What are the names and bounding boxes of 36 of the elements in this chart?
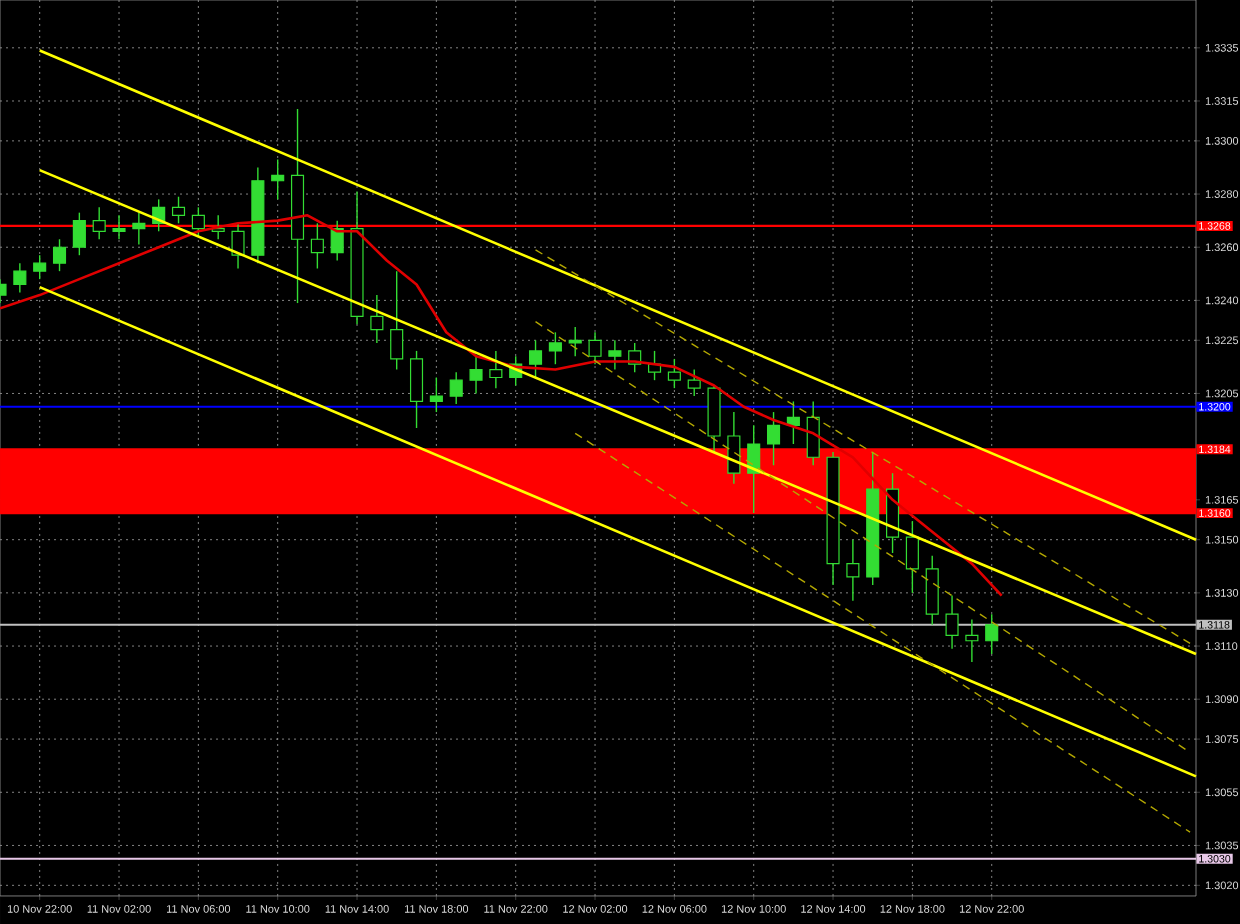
- candlestick: [92, 206, 106, 240]
- candlestick: [390, 270, 404, 371]
- candlestick: [608, 339, 622, 371]
- candlestick: [588, 331, 602, 365]
- candlestick: [489, 350, 503, 389]
- candlestick: [985, 613, 999, 655]
- candlestick: [707, 384, 721, 453]
- candlestick: [132, 211, 146, 246]
- candlestick: [766, 411, 781, 466]
- candlestick: [687, 368, 701, 397]
- candlestick: [231, 222, 245, 270]
- candlestick: [667, 358, 681, 389]
- candlestick: [271, 158, 285, 201]
- candlestick: [449, 371, 463, 405]
- candlestick: [171, 196, 186, 224]
- candlestick: [33, 254, 47, 280]
- candlestick: [528, 339, 543, 379]
- candlestick: [13, 262, 27, 294]
- candlestick: [945, 594, 959, 650]
- candlestick: [52, 238, 67, 272]
- candlestick: [965, 618, 979, 663]
- candlestick: [370, 294, 384, 344]
- candlestick: [72, 211, 86, 256]
- candlestick: [806, 400, 820, 466]
- candlestick: [191, 206, 205, 238]
- candlestick: [548, 331, 562, 365]
- candlestick: [568, 326, 582, 357]
- candlestick: [905, 520, 919, 594]
- candlestick: [846, 539, 860, 602]
- candlestick: [409, 350, 424, 429]
- candlestick: [429, 376, 443, 413]
- candlestick: [925, 554, 939, 626]
- candlestick: [727, 411, 741, 485]
- candlestick: [310, 222, 324, 270]
- candlestick: [112, 214, 126, 240]
- candlestick: [469, 355, 483, 395]
